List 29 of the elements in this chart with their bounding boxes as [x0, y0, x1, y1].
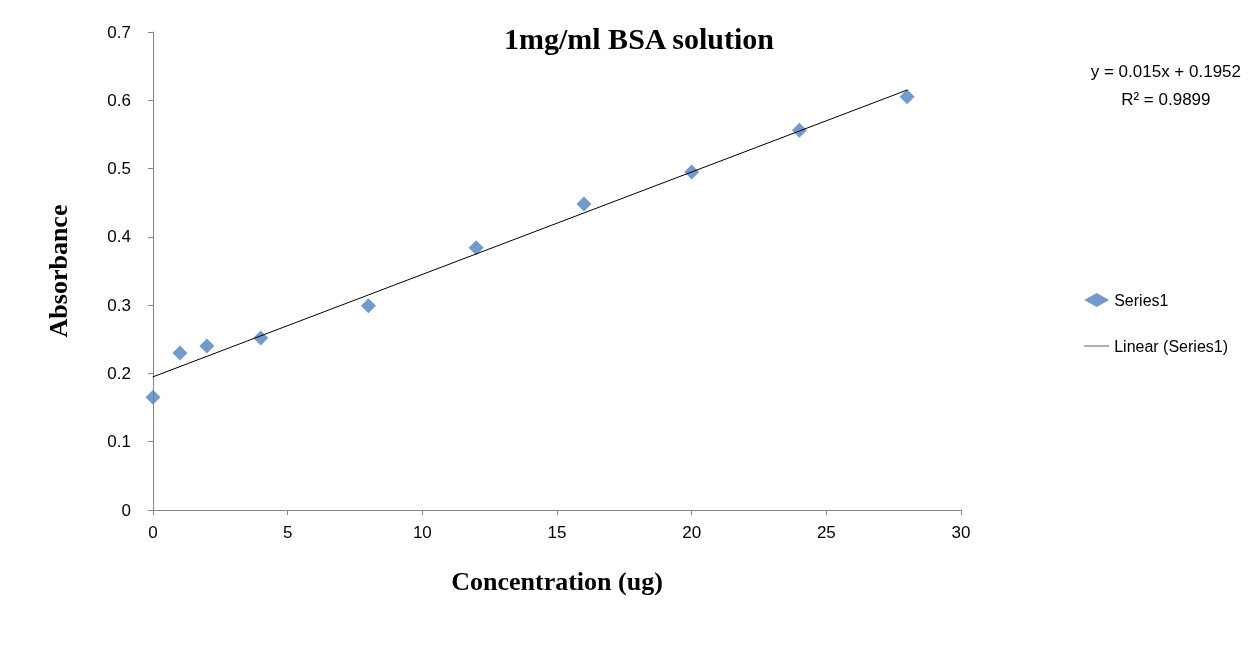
- legend-label: Series1: [1114, 291, 1169, 309]
- x-axis-title: Concentration (ug): [451, 566, 663, 596]
- legend-label: Linear (Series1): [1114, 337, 1228, 355]
- y-tick-label: 0.6: [107, 90, 131, 110]
- chart-title: 1mg/ml BSA solution: [503, 21, 775, 55]
- x-tick-label: 10: [412, 523, 432, 542]
- y-tick-label: 0: [121, 500, 131, 520]
- point: [576, 196, 592, 212]
- y-tick-label: 0.5: [107, 159, 131, 179]
- point: [145, 389, 161, 405]
- y-tick-label: 0.4: [107, 227, 131, 247]
- x-tick-label: 5: [282, 523, 293, 542]
- y-axis-title: Absorbance: [43, 204, 73, 338]
- x-tick-label: 0: [148, 523, 158, 542]
- x-tick-label: 30: [951, 523, 971, 542]
- y-tick-label: 0.3: [107, 295, 131, 315]
- text: R² = 0.9899: [1121, 89, 1211, 109]
- y-tick-label: 0.1: [107, 432, 131, 452]
- point: [199, 338, 215, 354]
- text: y = 0.015x + 0.1952: [1090, 61, 1242, 81]
- point: [899, 89, 915, 105]
- y-tick-label: 0.2: [107, 363, 131, 383]
- point: [172, 345, 188, 361]
- point: [360, 298, 376, 314]
- y-tick-label: 0.7: [107, 22, 131, 42]
- x-tick-label: 20: [682, 523, 702, 542]
- x-tick-label: 25: [816, 523, 836, 542]
- point: [468, 240, 484, 256]
- x-tick-label: 15: [547, 523, 567, 542]
